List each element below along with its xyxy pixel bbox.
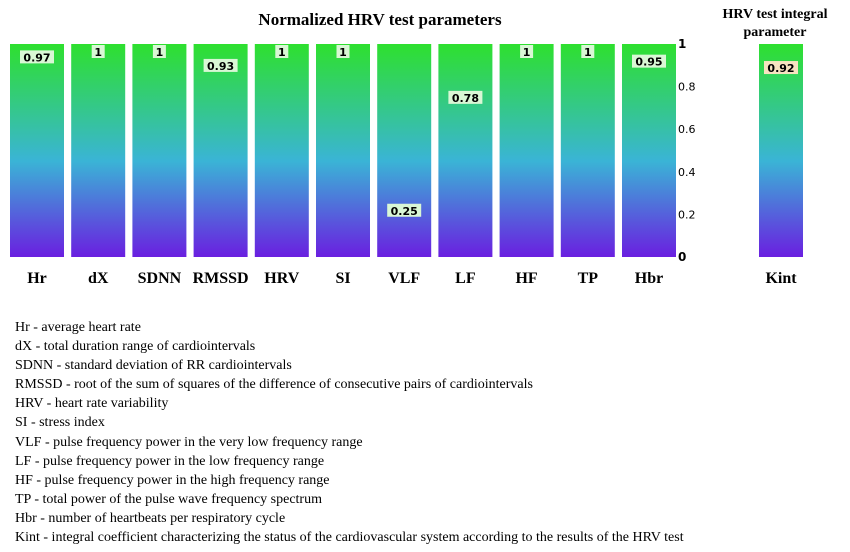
abbreviation-legend: Hr - average heart rate dX - total durati… <box>15 318 835 547</box>
hrv-data-label: 0.93 <box>207 60 234 73</box>
legend-line: LF - pulse frequency power in the low fr… <box>15 453 325 469</box>
legend-line: VLF - pulse frequency power in the very … <box>15 434 363 450</box>
hrv-bar-tp <box>560 44 615 257</box>
hrv-data-label: 0.25 <box>391 205 418 218</box>
hrv-bar-hf <box>499 44 554 257</box>
y-tick-label: 0.4 <box>678 166 696 179</box>
kint-category-label: Kint <box>765 270 797 287</box>
legend-line: dX - total duration range of cardiointer… <box>15 339 256 355</box>
legend-line: Hr - average heart rate <box>15 320 141 335</box>
hrv-data-label: 1 <box>278 46 286 59</box>
hrv-data-label: 1 <box>156 46 164 59</box>
hrv-data-label: 0.95 <box>635 56 662 69</box>
hrv-data-label: 1 <box>339 46 347 59</box>
hrv-data-label-box <box>152 45 166 58</box>
hrv-data-label-box <box>275 45 289 58</box>
hrv-data-label: 0.78 <box>452 92 479 105</box>
hrv-data-label-box <box>520 45 534 58</box>
kint-chart-title: HRV test integral parameter <box>722 7 828 40</box>
legend-line: HF - pulse frequency power in the high f… <box>15 472 330 488</box>
hrv-category-label: SDNN <box>138 270 182 287</box>
y-tick-label: 0 <box>678 250 686 264</box>
hrv-bar-hrv <box>254 44 309 257</box>
legend-line: SI - stress index <box>15 415 105 431</box>
hrv-data-label: 0.97 <box>23 51 50 64</box>
chart-title: Normalized HRV test parameters <box>258 10 502 29</box>
y-tick-label: 0.6 <box>678 123 696 136</box>
y-tick-label: 0.8 <box>678 81 696 94</box>
legend-line: SDNN - standard deviation of RR cardioin… <box>15 358 292 374</box>
hrv-data-label-box <box>336 45 350 58</box>
hrv-data-label: 1 <box>584 46 592 59</box>
hrv-data-label: 1 <box>94 46 102 59</box>
hrv-data-label-box <box>91 45 105 58</box>
hrv-bar-sdnn <box>132 44 187 257</box>
hrv-bar-chart: 0.97 Hr 1 dX 1 SDNN 0.93 RMSSD 1 HRV 1 SI 0.25 VLF 0.7… <box>10 37 803 287</box>
hrv-bar-vlf <box>377 44 432 257</box>
hrv-category-label: VLF <box>388 270 420 287</box>
hrv-data-label-box <box>203 58 238 72</box>
hrv-category-label: TP <box>578 270 599 287</box>
kint-bar-kint <box>759 44 803 257</box>
hrv-category-label: Hbr <box>635 270 663 287</box>
hrv-category-label: HF <box>515 270 537 287</box>
hrv-data-label-box <box>632 54 666 68</box>
hrv-category-label: RMSSD <box>193 270 249 287</box>
legend-line: RMSSD - root of the sum of squares of th… <box>15 377 533 393</box>
hrv-bar-hbr <box>622 44 676 257</box>
hrv-data-label-box <box>581 45 595 58</box>
hrv-category-label: dX <box>88 270 109 287</box>
legend-line: Hbr - number of heartbeats per respirato… <box>15 510 286 526</box>
hrv-data-label: 1 <box>523 46 531 59</box>
hrv-category-label: Hr <box>27 270 47 287</box>
hrv-bar-rmssd <box>193 44 248 257</box>
kint-data-label-box <box>764 61 798 75</box>
hrv-data-label-box <box>448 90 483 104</box>
hrv-category-label: LF <box>455 270 476 287</box>
hrv-bar-si <box>316 44 370 257</box>
hrv-bar-hr <box>10 44 64 257</box>
hrv-data-label-box <box>20 50 54 64</box>
y-tick-label: 1 <box>678 37 686 51</box>
legend-line: TP - total power of the pulse wave frequ… <box>15 491 322 507</box>
kint-data-label: 0.92 <box>767 62 794 75</box>
hrv-category-label: HRV <box>264 270 299 287</box>
legend-line: Kint - integral coefficient characterizi… <box>15 530 684 546</box>
hrv-bar-lf <box>438 44 493 257</box>
y-tick-label: 0.2 <box>678 208 696 221</box>
hrv-data-label-box <box>387 203 422 217</box>
legend-line: HRV - heart rate variability <box>15 396 169 412</box>
hrv-category-label: SI <box>335 270 350 287</box>
hrv-bar-dx <box>71 44 126 257</box>
